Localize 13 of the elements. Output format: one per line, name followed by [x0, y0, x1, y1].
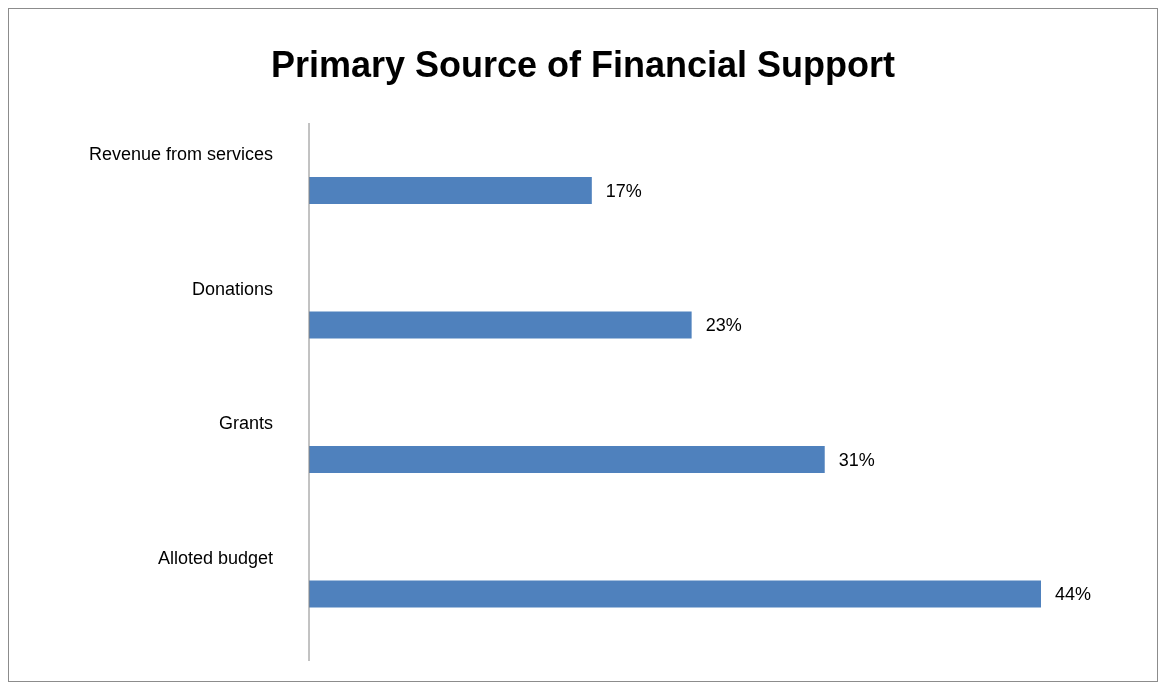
bar	[309, 311, 692, 339]
bar	[309, 177, 592, 204]
bar	[309, 580, 1041, 608]
bar	[309, 446, 825, 473]
y-tick-label: Revenue from services	[88, 144, 273, 165]
y-tick-label: Alloted budget	[157, 547, 273, 568]
data-label: 31%	[838, 449, 875, 470]
y-tick-label: Grants	[218, 413, 273, 434]
chart-title: Primary Source of Financial Support	[269, 43, 897, 87]
data-label: 44%	[1055, 584, 1092, 604]
data-label: 17%	[605, 180, 642, 201]
y-tick-label: Donations	[191, 278, 273, 299]
data-label: 23%	[705, 315, 742, 335]
